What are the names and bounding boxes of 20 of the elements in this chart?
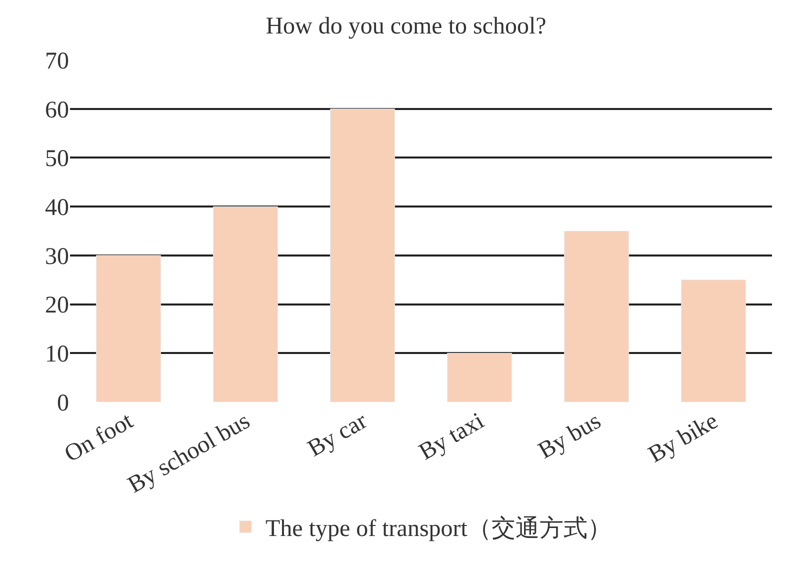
- legend-label: The type of transport（交通方式）: [266, 515, 612, 542]
- y-tick-label: 60: [45, 97, 69, 124]
- y-tick-label: 40: [45, 194, 69, 221]
- y-tick-label: 0: [57, 390, 69, 416]
- y-tick-label: 50: [45, 146, 69, 172]
- bar: [96, 255, 161, 402]
- bar: [213, 206, 278, 402]
- bar: [681, 280, 746, 402]
- bar: [447, 352, 512, 402]
- x-tick-label: By car: [304, 408, 372, 462]
- chart-title: How do you come to school?: [266, 14, 546, 40]
- x-tick-label: By bus: [534, 408, 606, 464]
- x-tick-label: By bike: [644, 408, 722, 468]
- y-tick-label: 10: [45, 342, 69, 368]
- bar: [330, 108, 395, 402]
- y-tick-label: 20: [45, 292, 69, 319]
- x-tick-label: By taxi: [414, 408, 489, 466]
- bar: [564, 230, 629, 402]
- y-tick-label: 70: [45, 48, 69, 74]
- y-tick-label: 30: [45, 244, 69, 270]
